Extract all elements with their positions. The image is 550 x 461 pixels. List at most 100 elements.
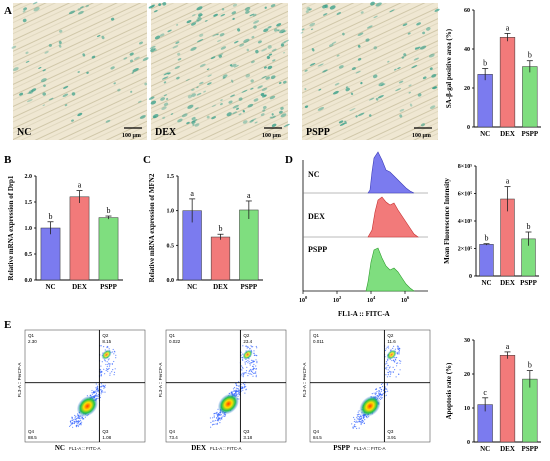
stain-speckle (43, 84, 46, 88)
chart-apoptosis: 0 10 20 30 Apoptosis rate (%) c NC a DEX b PSPP (445, 338, 541, 453)
stain-speckle (211, 104, 217, 107)
flow-group-name: NC (55, 444, 65, 452)
category-label: DEX (500, 279, 515, 287)
event-dot (70, 423, 72, 425)
event-dot (235, 387, 237, 389)
x-tick-exponent: 4 (373, 295, 376, 300)
stain-speckle (154, 47, 157, 51)
event-dot (238, 390, 240, 392)
stain-speckle (262, 105, 267, 110)
event-dot (252, 361, 254, 363)
event-dot (109, 372, 111, 374)
stain-speckle (68, 10, 76, 15)
event-dot (241, 373, 243, 375)
stain-speckle (242, 120, 248, 124)
stain-speckle (250, 79, 254, 83)
stain-speckle (139, 115, 146, 119)
micrograph-label: NC (17, 127, 31, 138)
stain-pspp (300, 1, 440, 127)
event-dot (77, 421, 79, 424)
stain-speckle (261, 75, 267, 79)
event-dot (385, 348, 387, 350)
y-tick-label: 6×10⁵ (458, 192, 472, 198)
event-dot (79, 420, 81, 423)
stain-speckle (263, 66, 267, 69)
event-dot (78, 414, 80, 416)
stain-speckle (150, 48, 156, 53)
event-dot (102, 391, 104, 393)
significance-label: a (78, 181, 82, 190)
y-axis-label: Apoptosis rate (%) (445, 362, 453, 419)
stain-speckle (322, 13, 328, 16)
event-dot (113, 374, 115, 376)
quadrant-name: Q1 (169, 333, 176, 338)
stain-speckle (399, 114, 403, 118)
event-dot (396, 362, 398, 364)
stain-speckle (304, 88, 307, 91)
event-dot (95, 391, 97, 393)
event-dot (216, 422, 218, 424)
stain-speckle (177, 58, 182, 61)
event-dot (376, 395, 378, 397)
y-tick-label: 0 (469, 274, 472, 280)
flow-group-name: DEX (191, 444, 206, 452)
category-label: DEX (213, 283, 228, 291)
event-dot (247, 375, 249, 377)
event-dot (237, 388, 239, 390)
event-dot (241, 386, 243, 388)
stain-speckle (162, 2, 167, 6)
event-dot (250, 362, 253, 364)
stain-speckle (238, 113, 242, 116)
stain-speckle (23, 7, 28, 11)
y-axis-label: Relative mRNA expression of Drp1 (7, 175, 15, 280)
stain-speckle (245, 73, 251, 78)
event-dot (392, 366, 394, 368)
event-dot (216, 411, 218, 413)
event-dot (247, 362, 249, 364)
event-dot (107, 368, 109, 370)
event-dot (73, 420, 75, 422)
stain-speckle (263, 28, 269, 33)
event-dot (242, 374, 244, 376)
event-dot (395, 359, 397, 361)
quadrant-value-q1: 0.011 (313, 339, 324, 344)
stain-speckle (422, 76, 427, 80)
stain-speckle (402, 23, 408, 27)
stain-speckle (401, 56, 405, 59)
event-dot (388, 347, 390, 349)
histogram-curve-pspp (365, 247, 415, 292)
event-dot (246, 347, 248, 349)
y-tick-label: 0.0 (167, 278, 175, 284)
category-label: NC (480, 445, 490, 453)
micrograph-pspp: PSPP 100 μm (300, 1, 440, 140)
x-tick-label: 100 (299, 295, 308, 304)
stain-speckle (191, 88, 195, 91)
stain-speckle (77, 112, 83, 117)
event-dot (385, 388, 387, 390)
event-dot (242, 376, 244, 378)
event-dot (253, 363, 255, 366)
event-dot (388, 367, 390, 369)
stain-speckle (161, 106, 167, 110)
stain-speckle (187, 104, 194, 109)
stain-speckle (338, 65, 344, 69)
event-dot (255, 376, 257, 378)
histogram-x-ticks: 100 102 104 106 (299, 291, 410, 304)
event-dot (71, 416, 73, 419)
event-dot (104, 391, 106, 393)
event-dot (256, 362, 258, 364)
stain-speckle (428, 53, 435, 58)
significance-label: b (528, 361, 532, 370)
stain-speckle (197, 16, 201, 19)
stain-speckle (408, 91, 411, 94)
stain-speckle (194, 107, 199, 110)
density-core (217, 393, 240, 415)
event-dot (71, 418, 73, 420)
y-tick-label: 40 (464, 47, 470, 53)
event-dot (386, 383, 388, 385)
event-dot (243, 384, 246, 386)
event-dot (112, 369, 114, 371)
stain-speckle (163, 81, 167, 84)
histogram-group-label: DEX (308, 212, 325, 221)
stain-speckle (271, 123, 277, 128)
